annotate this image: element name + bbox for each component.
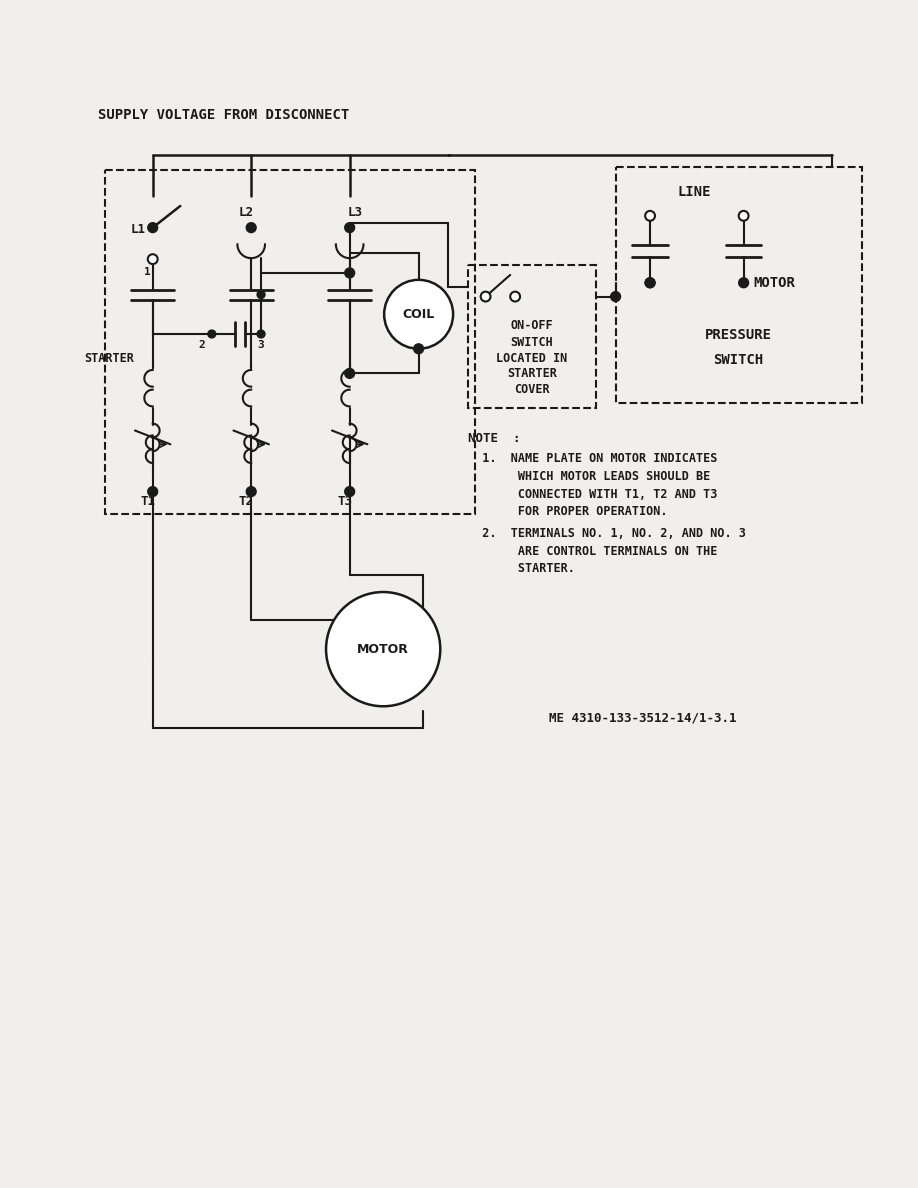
Text: SWITCH: SWITCH [713, 353, 764, 367]
Bar [468, 265, 596, 407]
Circle shape [326, 592, 441, 707]
Text: MOTOR: MOTOR [754, 276, 795, 290]
Circle shape [246, 222, 256, 233]
Text: NOTE  :: NOTE : [468, 432, 521, 446]
Circle shape [345, 368, 354, 378]
Circle shape [345, 222, 354, 233]
Text: STARTER: STARTER [507, 367, 557, 380]
Text: COIL: COIL [402, 308, 435, 321]
Text: SUPPLY VOLTAGE FROM DISCONNECT: SUPPLY VOLTAGE FROM DISCONNECT [97, 108, 349, 122]
Text: FOR PROPER OPERATION.: FOR PROPER OPERATION. [468, 505, 667, 518]
Text: CONNECTED WITH T1, T2 AND T3: CONNECTED WITH T1, T2 AND T3 [468, 487, 717, 500]
Circle shape [481, 291, 490, 302]
Text: LOCATED IN: LOCATED IN [497, 352, 567, 365]
Circle shape [645, 278, 655, 287]
Circle shape [384, 280, 453, 349]
Text: ME 4310-133-3512-14/1-3.1: ME 4310-133-3512-14/1-3.1 [549, 712, 736, 725]
Circle shape [510, 291, 521, 302]
Text: L1: L1 [131, 223, 146, 236]
Text: 2.  TERMINALS NO. 1, NO. 2, AND NO. 3: 2. TERMINALS NO. 1, NO. 2, AND NO. 3 [468, 527, 745, 541]
Text: MOTOR: MOTOR [357, 643, 409, 656]
Circle shape [645, 278, 655, 287]
Circle shape [246, 487, 256, 497]
Circle shape [207, 330, 216, 337]
Text: T2: T2 [239, 495, 253, 508]
Text: 2: 2 [198, 340, 206, 349]
Text: 1: 1 [144, 267, 151, 277]
Circle shape [610, 291, 621, 302]
Circle shape [345, 268, 354, 278]
Text: T1: T1 [140, 495, 155, 508]
Text: ARE CONTROL TERMINALS ON THE: ARE CONTROL TERMINALS ON THE [468, 545, 717, 557]
Circle shape [739, 211, 748, 221]
Text: STARTER: STARTER [84, 352, 134, 365]
Text: COVER: COVER [514, 383, 550, 396]
Circle shape [645, 211, 655, 221]
Circle shape [148, 222, 158, 233]
Text: L2: L2 [239, 206, 253, 219]
Circle shape [345, 487, 354, 497]
Text: SWITCH: SWITCH [510, 336, 554, 349]
Text: LINE: LINE [677, 185, 711, 200]
Text: ON-OFF: ON-OFF [510, 320, 554, 333]
Circle shape [148, 254, 158, 264]
Circle shape [148, 487, 158, 497]
Circle shape [257, 291, 265, 298]
Text: 1.  NAME PLATE ON MOTOR INDICATES: 1. NAME PLATE ON MOTOR INDICATES [468, 453, 717, 466]
Text: T3: T3 [337, 495, 353, 508]
Bar [616, 166, 862, 403]
Circle shape [257, 330, 265, 337]
Bar [106, 170, 475, 514]
Circle shape [414, 343, 423, 354]
Text: L3: L3 [348, 206, 364, 219]
Text: PRESSURE: PRESSURE [705, 328, 772, 342]
Text: WHICH MOTOR LEADS SHOULD BE: WHICH MOTOR LEADS SHOULD BE [468, 470, 711, 482]
Text: 3: 3 [258, 340, 264, 349]
Text: STARTER.: STARTER. [468, 562, 575, 575]
Circle shape [739, 278, 748, 287]
